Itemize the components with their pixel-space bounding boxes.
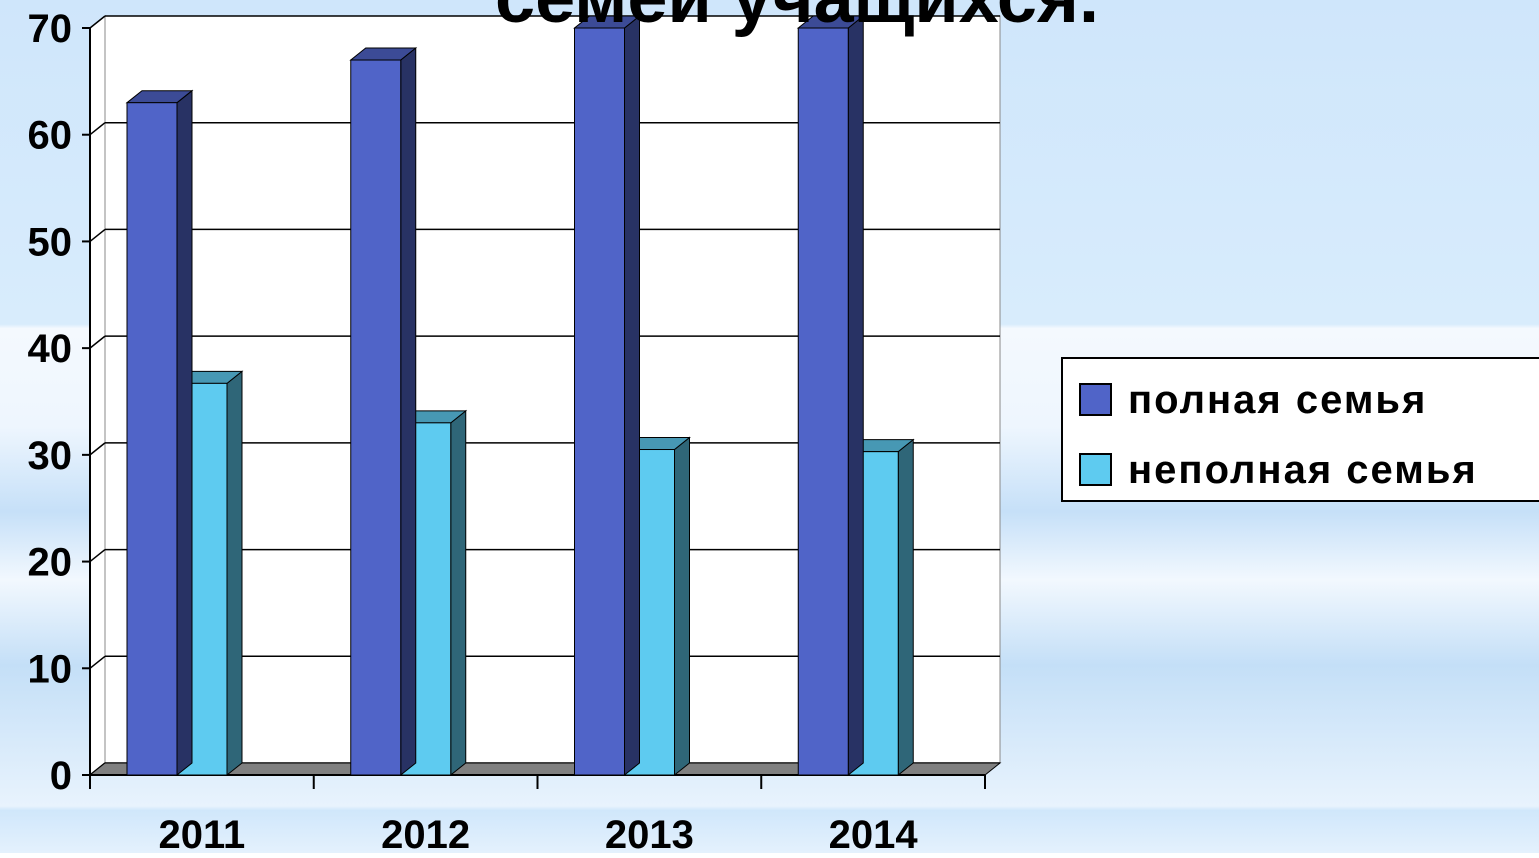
y-tick-label: 60: [28, 114, 73, 158]
bar-side: [176, 89, 193, 777]
bar-side: [897, 438, 914, 777]
bar-side: [400, 46, 417, 777]
bar-side: [847, 14, 864, 777]
grid-line-side: [89, 228, 106, 243]
grid-line-side: [89, 442, 106, 456]
grid-line-side: [89, 15, 106, 29]
y-tick-label: 50: [28, 220, 73, 264]
bar-side: [624, 14, 640, 777]
legend-swatch: [1079, 453, 1112, 486]
side-wall: [89, 14, 106, 777]
y-tick-label: 0: [50, 754, 72, 798]
y-tick-label: 70: [28, 7, 73, 51]
legend-label: полная семья: [1128, 378, 1427, 422]
bar: [574, 27, 625, 776]
legend-swatch: [1079, 383, 1112, 416]
y-tick-label: 10: [28, 647, 73, 691]
grid-line-side: [89, 655, 106, 669]
y-tick-label: 20: [28, 541, 73, 585]
x-tick-label: 2014: [829, 813, 919, 853]
grid-line-side: [89, 335, 106, 349]
bar-side: [450, 409, 467, 777]
legend-label: неполная семья: [1128, 448, 1478, 492]
x-tick-label: 2012: [381, 813, 470, 853]
y-tick-label: 30: [28, 434, 73, 478]
y-tick-label: 40: [28, 327, 73, 371]
bar-side: [674, 436, 690, 777]
x-tick-label: 2011: [158, 813, 245, 853]
bar-side: [226, 370, 243, 777]
grid-line-side: [89, 122, 106, 136]
x-tick-label: 2013: [605, 813, 694, 853]
bar: [797, 27, 849, 776]
bar: [126, 102, 178, 776]
chart-title: семей учащихся.: [495, 0, 1099, 38]
grid-line-side: [89, 548, 106, 563]
legend: [1061, 357, 1539, 502]
bar: [350, 59, 402, 776]
